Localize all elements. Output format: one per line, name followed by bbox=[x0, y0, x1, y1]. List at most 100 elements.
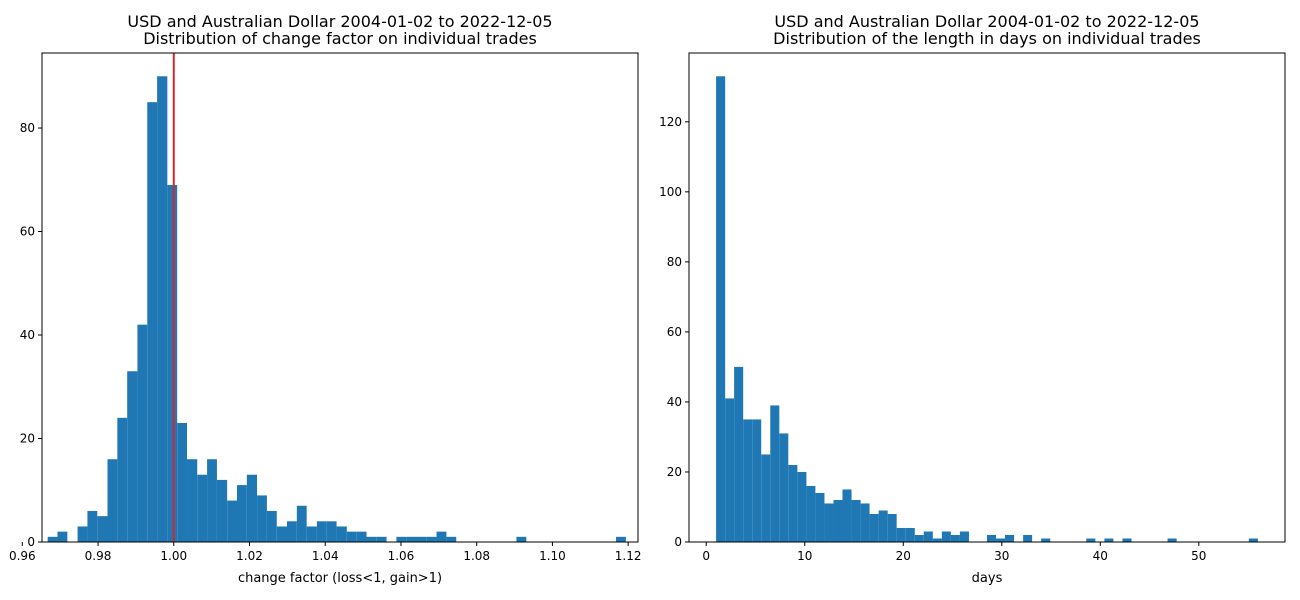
change-factor-bar-33 bbox=[396, 536, 407, 542]
trade-length-title: USD and Australian Dollar 2004-01-02 to … bbox=[774, 12, 1199, 31]
trade-length-y-tick-label-5: 100 bbox=[659, 185, 682, 199]
trade-length-bar-19 bbox=[887, 513, 897, 542]
trade-length-x-label: days bbox=[972, 571, 1003, 586]
trade-length-x-tick-label-1: 10 bbox=[797, 549, 812, 563]
change-factor-bar-6 bbox=[117, 417, 128, 542]
change-factor-bar-24 bbox=[296, 505, 307, 542]
trade-length-bars bbox=[716, 76, 1258, 542]
change-factor-y-axis: 0 20 40 60 80 bbox=[20, 121, 42, 549]
trade-length-bar-35 bbox=[1122, 538, 1132, 542]
change-factor-bar-4 bbox=[97, 516, 108, 542]
change-factor-bar-40 bbox=[616, 536, 626, 542]
trade-length-bar-4 bbox=[752, 419, 762, 542]
change-factor-bar-26 bbox=[316, 521, 327, 542]
change-factor-y-tick-label-1: 20 bbox=[20, 432, 35, 446]
change-factor-bar-27 bbox=[326, 521, 337, 542]
trade-length-x-tick-label-5: 50 bbox=[1191, 549, 1206, 563]
change-factor-bar-29 bbox=[346, 531, 357, 542]
change-factor-x-label: change factor (loss<1, gain>1) bbox=[238, 571, 442, 586]
change-factor-subtitle: Distribution of change factor on individ… bbox=[143, 29, 537, 48]
change-factor-bar-22 bbox=[276, 526, 287, 542]
trade-length-bar-30 bbox=[1005, 535, 1015, 542]
change-factor-bar-8 bbox=[137, 324, 148, 542]
change-factor-bar-21 bbox=[266, 510, 277, 542]
change-factor-bars bbox=[47, 76, 626, 542]
change-factor-bar-39 bbox=[516, 536, 527, 542]
trade-length-x-axis: 0 10 20 30 40 50 bbox=[702, 542, 1206, 563]
trade-length-bar-1 bbox=[725, 398, 735, 542]
change-factor-bar-14 bbox=[197, 474, 208, 542]
trade-length-bar-11 bbox=[815, 492, 825, 542]
trade-length-bar-12 bbox=[824, 503, 834, 542]
change-factor-bar-18 bbox=[237, 485, 247, 542]
change-factor-bar-23 bbox=[286, 521, 297, 542]
change-factor-y-tick-label-3: 60 bbox=[20, 225, 35, 239]
trade-length-x-tick-label-3: 30 bbox=[994, 549, 1009, 563]
trade-length-bar-0 bbox=[716, 76, 726, 542]
change-factor-bar-31 bbox=[366, 536, 377, 542]
trade-length-y-tick-label-3: 60 bbox=[667, 325, 682, 339]
change-factor-bar-25 bbox=[306, 526, 317, 542]
change-factor-bar-17 bbox=[227, 500, 237, 542]
trade-length-bar-8 bbox=[788, 464, 798, 542]
change-factor-bar-12 bbox=[177, 422, 188, 542]
change-factor-bar-2 bbox=[77, 526, 88, 542]
trade-length-bar-10 bbox=[806, 485, 816, 542]
trade-length-bar-5 bbox=[761, 454, 771, 542]
change-factor-bar-11 bbox=[167, 184, 178, 542]
change-factor-x-tick-label-5: 1.06 bbox=[388, 549, 415, 563]
trade-length-bar-34 bbox=[1104, 538, 1114, 542]
change-factor-bar-32 bbox=[376, 536, 387, 542]
change-factor-x-tick-label-0: 0.96 bbox=[9, 549, 36, 563]
trade-length-y-axis: 0 20 40 60 80 100 120 bbox=[659, 115, 689, 549]
trade-length-bar-23 bbox=[923, 531, 933, 542]
change-factor-bar-19 bbox=[246, 474, 258, 542]
change-factor-x-tick-label-2: 1.00 bbox=[160, 549, 187, 563]
change-factor-bar-30 bbox=[356, 531, 367, 542]
trade-length-bar-27 bbox=[959, 531, 969, 542]
trade-length-bar-13 bbox=[833, 499, 843, 542]
change-factor-bar-28 bbox=[336, 526, 347, 542]
trade-length-bar-32 bbox=[1041, 538, 1051, 542]
change-factor-bar-16 bbox=[216, 479, 228, 542]
trade-length-bar-21 bbox=[905, 527, 915, 542]
trade-length-x-tick-label-2: 20 bbox=[896, 549, 911, 563]
change-factor-bar-20 bbox=[257, 495, 267, 542]
trade-length-panel: USD and Australian Dollar 2004-01-02 to … bbox=[659, 12, 1286, 586]
change-factor-x-tick-label-6: 1.08 bbox=[463, 549, 490, 563]
change-factor-y-tick-label-0: 0 bbox=[27, 535, 35, 549]
trade-length-bar-3 bbox=[743, 419, 753, 542]
change-factor-bar-0 bbox=[47, 536, 58, 542]
change-factor-bar-3 bbox=[87, 510, 98, 542]
trade-length-y-tick-label-4: 80 bbox=[667, 255, 682, 269]
change-factor-bar-34 bbox=[406, 536, 417, 542]
trade-length-bar-17 bbox=[869, 513, 879, 542]
trade-length-bar-20 bbox=[896, 527, 906, 542]
trade-length-bar-33 bbox=[1086, 538, 1096, 542]
trade-length-bar-7 bbox=[779, 433, 789, 542]
change-factor-bar-13 bbox=[187, 459, 198, 542]
trade-length-bar-36 bbox=[1167, 538, 1177, 542]
trade-length-bar-6 bbox=[770, 405, 780, 542]
trade-length-bar-31 bbox=[1023, 535, 1033, 542]
trade-length-plot-frame bbox=[688, 52, 1286, 543]
trade-length-bar-18 bbox=[878, 510, 888, 542]
trade-length-y-tick-label-6: 120 bbox=[659, 115, 682, 129]
trade-length-bar-14 bbox=[842, 489, 852, 542]
trade-length-bar-2 bbox=[734, 366, 744, 542]
change-factor-x-tick-label-3: 1.02 bbox=[236, 549, 263, 563]
change-factor-x-tick-label-8: 1.12 bbox=[615, 549, 642, 563]
change-factor-bar-10 bbox=[157, 76, 168, 542]
change-factor-bar-7 bbox=[127, 371, 138, 542]
trade-length-bar-22 bbox=[914, 535, 924, 542]
change-factor-bar-38 bbox=[446, 536, 457, 542]
change-factor-y-tick-label-2: 40 bbox=[20, 328, 35, 342]
change-factor-x-tick-label-4: 1.04 bbox=[312, 549, 339, 563]
trade-length-subtitle: Distribution of the length in days on in… bbox=[773, 29, 1201, 48]
trade-length-x-tick-label-4: 40 bbox=[1093, 549, 1108, 563]
change-factor-bar-1 bbox=[57, 531, 68, 542]
trade-length-y-tick-label-0: 0 bbox=[674, 535, 682, 549]
trade-length-bar-24 bbox=[932, 538, 942, 542]
change-factor-y-tick-label-4: 80 bbox=[20, 121, 35, 135]
